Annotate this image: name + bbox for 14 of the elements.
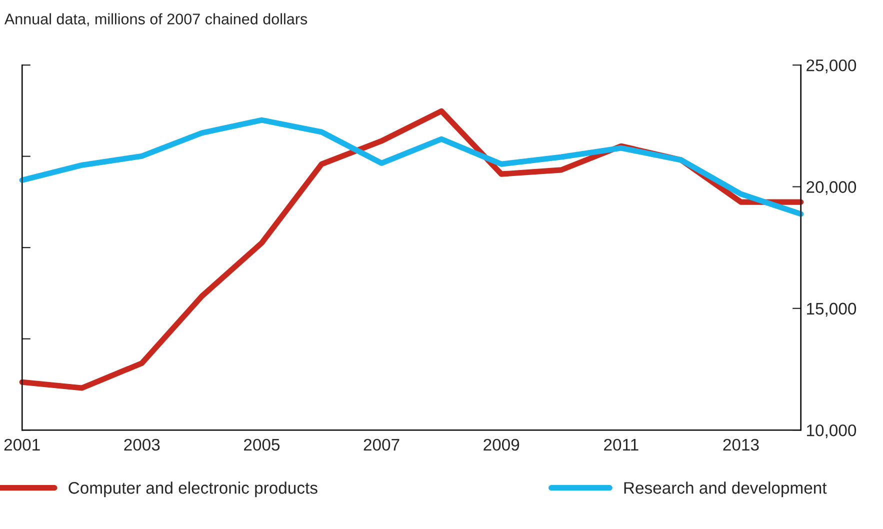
chart-title: Annual data, millions of 2007 chained dollars [4,13,308,26]
legend-label: Research and development [624,482,827,498]
y2-tick-label: 20,000 [806,181,856,195]
y2-tick-label: 25,000 [806,59,856,74]
x-tick-label: 2013 [723,438,759,451]
y2-tick-label: 15,000 [807,302,856,317]
x-tick-label: 2009 [484,438,520,451]
x-tick-label: 2003 [124,438,160,451]
y2-tick-label: 10,000 [807,424,856,438]
x-tick-label: 2011 [604,438,638,451]
legend-label: Computer and electronic products [68,482,318,498]
x-tick-label: 2007 [364,438,400,451]
x-tick-label: 2001 [4,438,40,451]
x-tick-label: 2005 [244,438,280,451]
